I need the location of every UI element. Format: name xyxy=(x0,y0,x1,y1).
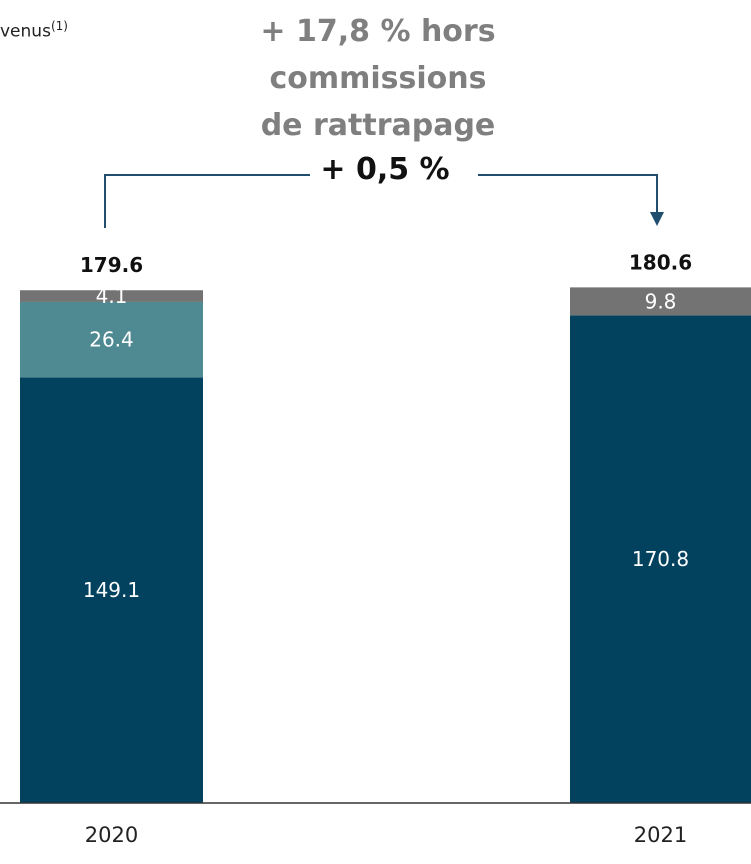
bar-segment xyxy=(20,377,203,803)
change-label: + 0,5 % xyxy=(320,152,450,187)
total-label: 180.6 xyxy=(629,250,692,274)
bar-segment xyxy=(570,287,751,316)
x-tick-label: 2021 xyxy=(634,823,687,847)
segment-label: 149.1 xyxy=(83,578,140,602)
segment-label: 9.8 xyxy=(645,289,677,313)
segment-label: 4.1 xyxy=(96,284,128,308)
bracket-right xyxy=(478,174,658,214)
bracket-left xyxy=(104,174,310,228)
x-tick-label: 2020 xyxy=(85,823,138,847)
total-label: 179.6 xyxy=(80,253,143,277)
legend-fragment: venus(1) xyxy=(0,19,68,42)
segment-label: 26.4 xyxy=(89,328,134,352)
bar-segment xyxy=(20,301,203,378)
annotation: + 17,8 % hors commissions de rattrapage xyxy=(260,14,496,143)
bar-segment xyxy=(20,290,203,302)
legend-text: venus xyxy=(0,21,51,42)
bar-segment xyxy=(570,315,751,803)
segment-label: 170.8 xyxy=(632,547,689,571)
legend-note: (1) xyxy=(50,19,68,33)
bracket-arrow xyxy=(650,212,664,226)
